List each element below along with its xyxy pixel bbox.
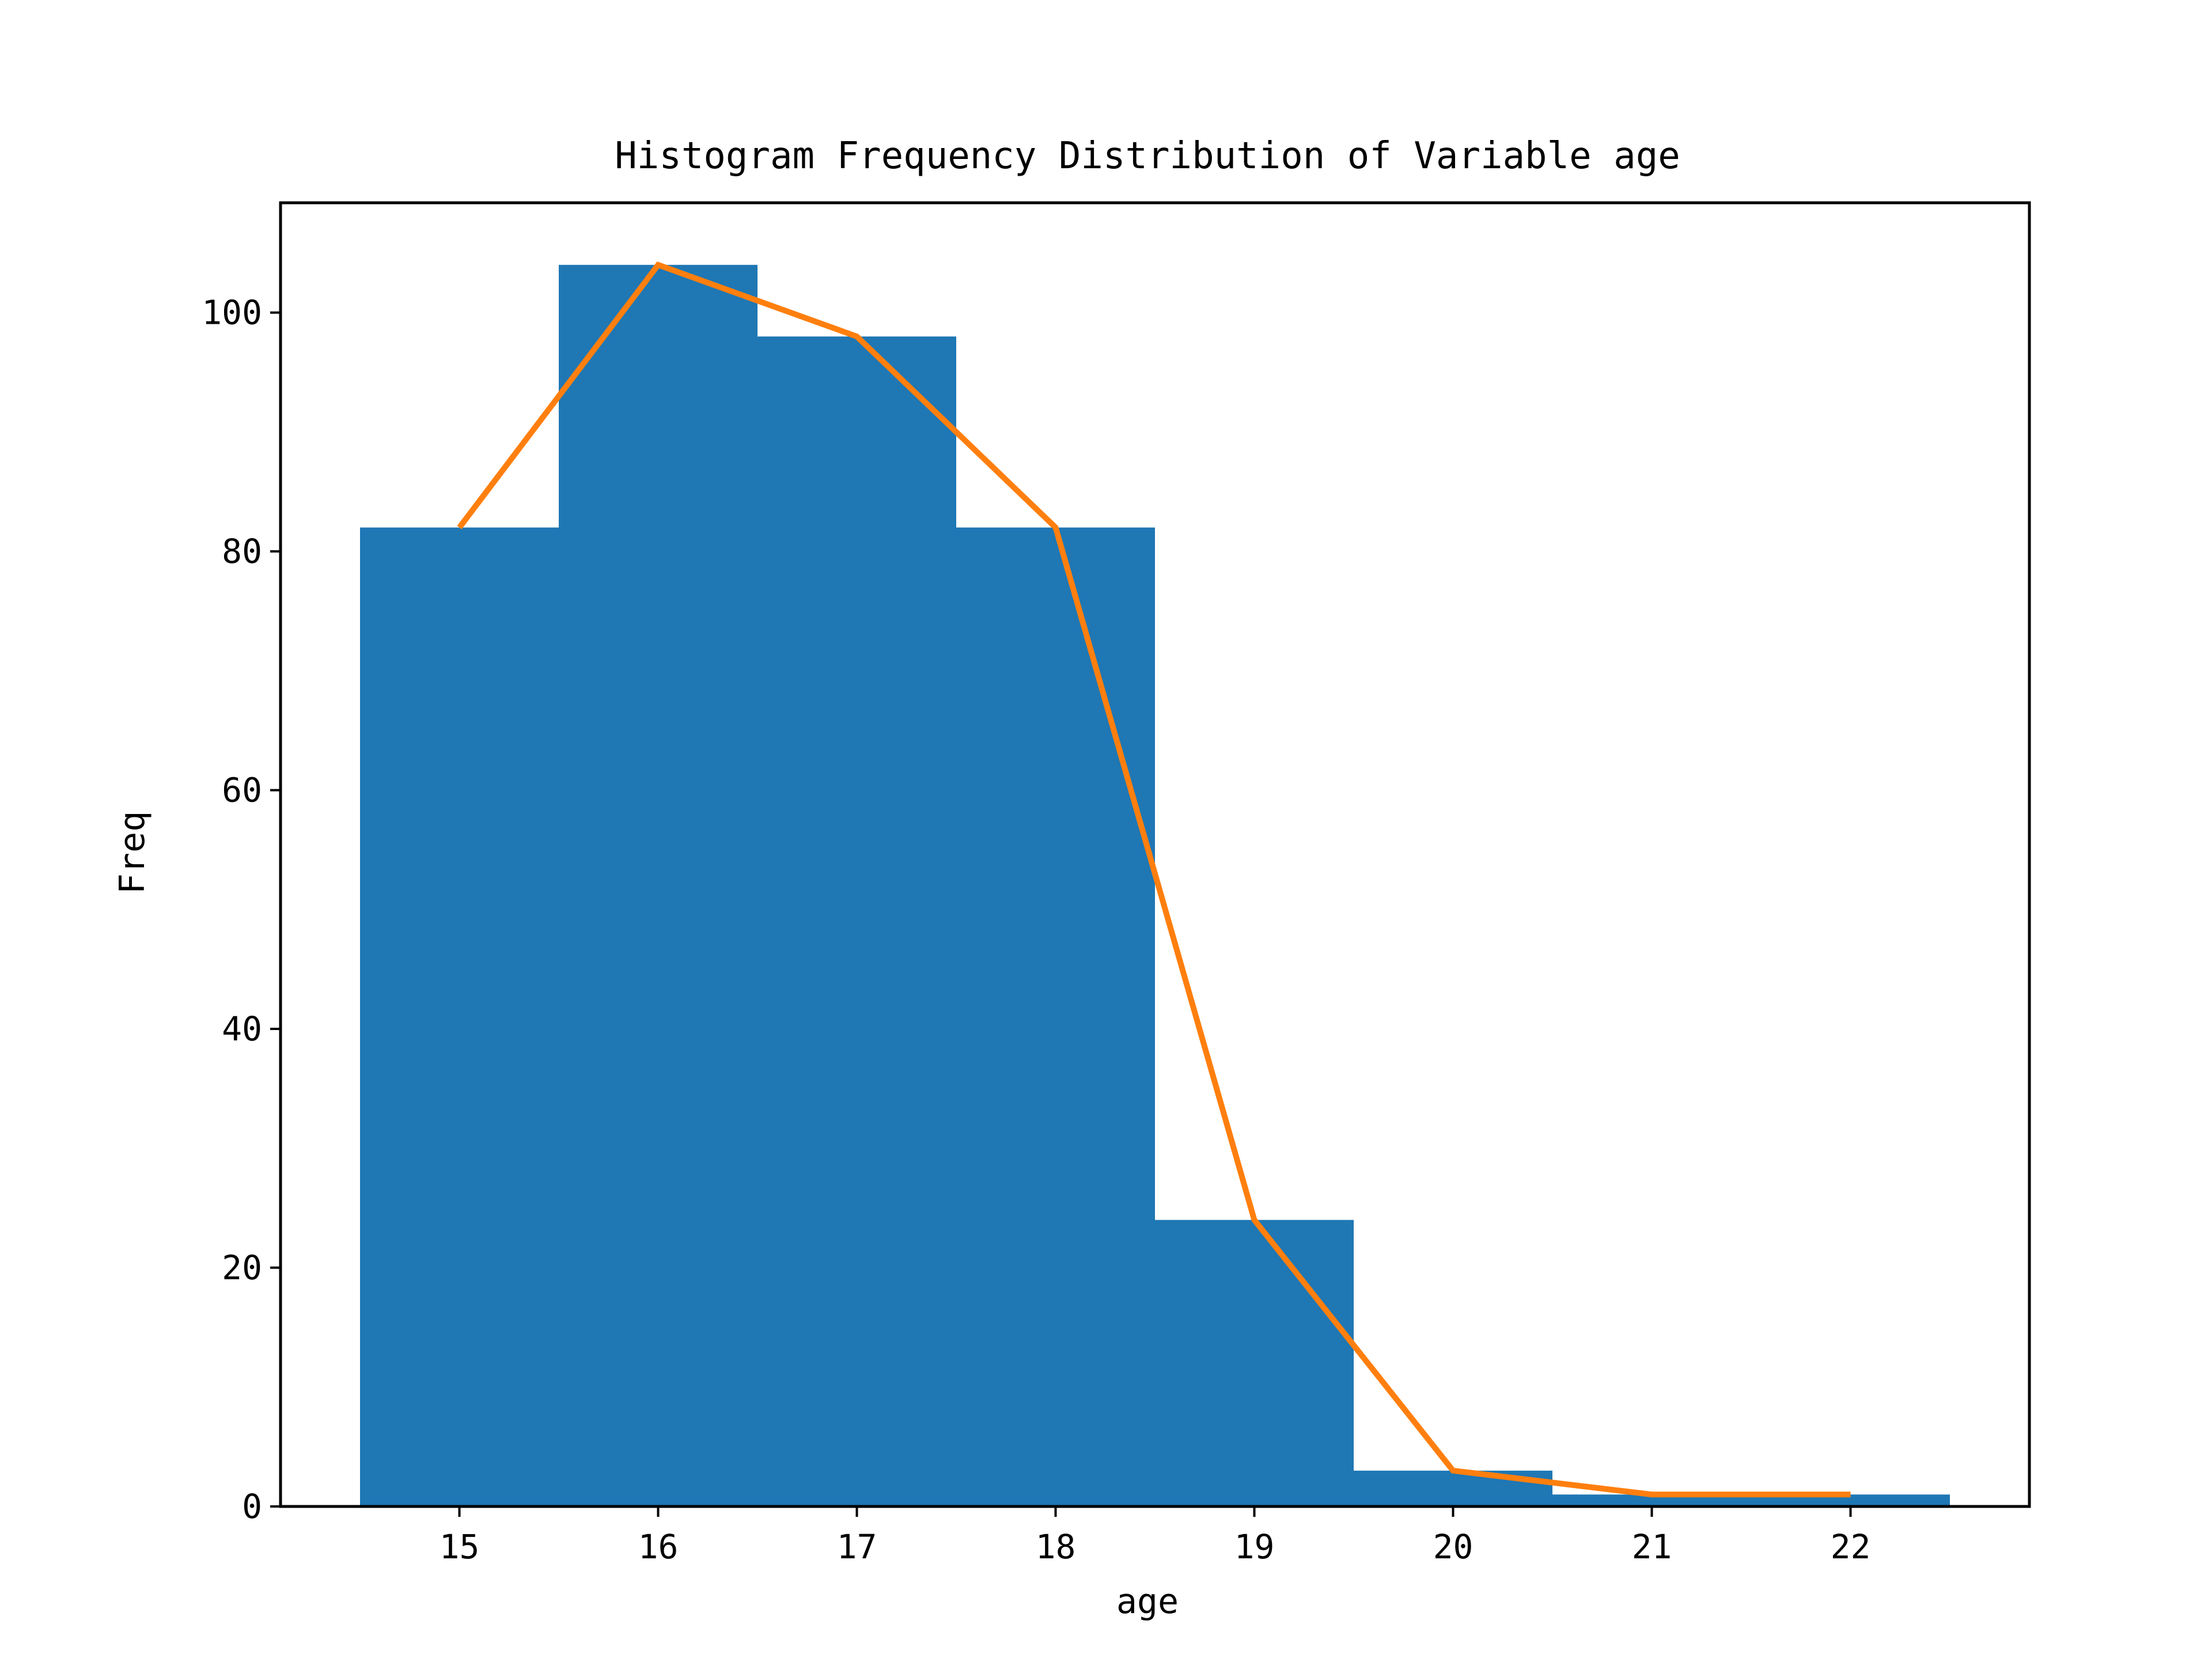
histogram-bar-18	[956, 527, 1155, 1506]
x-tick-label-15: 15	[440, 1527, 480, 1566]
y-tick-label-80: 80	[222, 532, 262, 571]
plot-area-frame	[279, 201, 2031, 1508]
x-tick-label-16: 16	[638, 1527, 679, 1566]
chart-title: Histogram Frequency Distribution of Vari…	[615, 135, 1680, 177]
y-axis: 0 20 40 60 80 100	[202, 293, 281, 1526]
x-tick-label-20: 20	[1433, 1527, 1474, 1566]
x-axis-label: age	[1116, 1581, 1179, 1622]
histogram-bar-15	[360, 527, 559, 1506]
y-tick-label-40: 40	[222, 1009, 262, 1048]
y-tick-label-20: 20	[222, 1248, 262, 1288]
x-tick-label-19: 19	[1234, 1527, 1275, 1566]
line-layer	[457, 261, 1851, 1498]
y-axis-label: Freq	[112, 811, 153, 895]
histogram-bar-20	[1354, 1470, 1552, 1506]
x-tick-label-17: 17	[837, 1527, 877, 1566]
frequency-polygon-line	[457, 261, 1851, 1498]
x-tick-label-18: 18	[1036, 1527, 1076, 1566]
y-tick-label-100: 100	[202, 293, 262, 332]
y-tick-label-60: 60	[222, 771, 262, 810]
histogram-bar-17	[757, 336, 956, 1506]
histogram-bar-16	[559, 264, 757, 1506]
x-tick-label-22: 22	[1831, 1527, 1871, 1566]
histogram-bar-21	[1552, 1494, 1751, 1506]
x-tick-label-21: 21	[1632, 1527, 1672, 1566]
histogram-bar-22	[1751, 1494, 1950, 1506]
y-tick-label-0: 0	[242, 1487, 262, 1526]
histogram-bar-19	[1155, 1220, 1354, 1506]
bars-layer	[360, 264, 1950, 1506]
x-axis: 15 16 17 18 19 20 21 22	[440, 1506, 1871, 1566]
